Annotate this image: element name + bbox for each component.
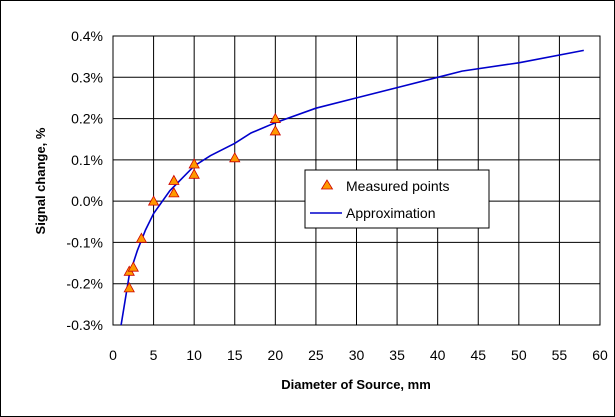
measured-point	[229, 151, 241, 163]
y-tick-label: -0.1%	[66, 234, 103, 250]
x-tick-labels: 0 5 10 15 20 25 30 35 40 45 50 55 60	[109, 347, 608, 363]
measured-point	[188, 158, 200, 169]
y-tick-label: 0.3%	[71, 69, 103, 85]
legend-marker-measured	[320, 179, 334, 190]
x-tick-label: 25	[308, 347, 324, 363]
y-tick-label: -0.3%	[66, 317, 103, 333]
measured-point	[168, 187, 180, 198]
x-tick-label: 20	[268, 347, 284, 363]
measured-point	[135, 232, 148, 243]
y-axis-title: Signal change, %	[33, 127, 48, 234]
x-tick-label: 15	[227, 347, 243, 363]
measured-point	[127, 261, 139, 272]
x-tick-label: 5	[150, 347, 158, 363]
approximation-series	[120, 49, 584, 326]
measured-point	[123, 282, 135, 293]
measured-point	[269, 125, 282, 136]
measured-points-series	[123, 112, 282, 293]
legend-label-measured: Measured points	[346, 178, 450, 194]
measured-point	[188, 168, 200, 179]
x-tick-label: 50	[511, 347, 527, 363]
y-tick-label: 0.1%	[71, 152, 103, 168]
x-tick-label: 55	[552, 347, 568, 363]
legend-label-approximation: Approximation	[346, 205, 436, 221]
y-tick-labels: -0.3% -0.2% -0.1% 0.0% 0.1% 0.2% 0.3% 0.4%	[66, 28, 103, 333]
x-tick-label: 40	[430, 347, 446, 363]
x-tick-label: 10	[186, 347, 202, 363]
y-tick-label: 0.4%	[71, 28, 103, 44]
y-tick-label: 0.0%	[71, 193, 103, 209]
x-tick-label: 35	[389, 347, 405, 363]
measured-point	[168, 174, 180, 185]
legend: Measured points Approximation	[304, 169, 490, 229]
measured-point	[147, 195, 160, 206]
y-tick-label: 0.2%	[71, 111, 103, 127]
measured-point	[269, 112, 282, 123]
x-tick-label: 0	[109, 347, 117, 363]
x-tick-label: 45	[470, 347, 486, 363]
legend-box	[304, 169, 490, 229]
y-tick-label: -0.2%	[66, 276, 103, 292]
x-tick-label: 60	[592, 347, 608, 363]
x-axis-title: Diameter of Source, mm	[281, 377, 431, 392]
plot-area	[112, 35, 601, 326]
approximation-line	[120, 49, 584, 326]
x-tick-label: 30	[349, 347, 365, 363]
grid	[113, 36, 600, 325]
